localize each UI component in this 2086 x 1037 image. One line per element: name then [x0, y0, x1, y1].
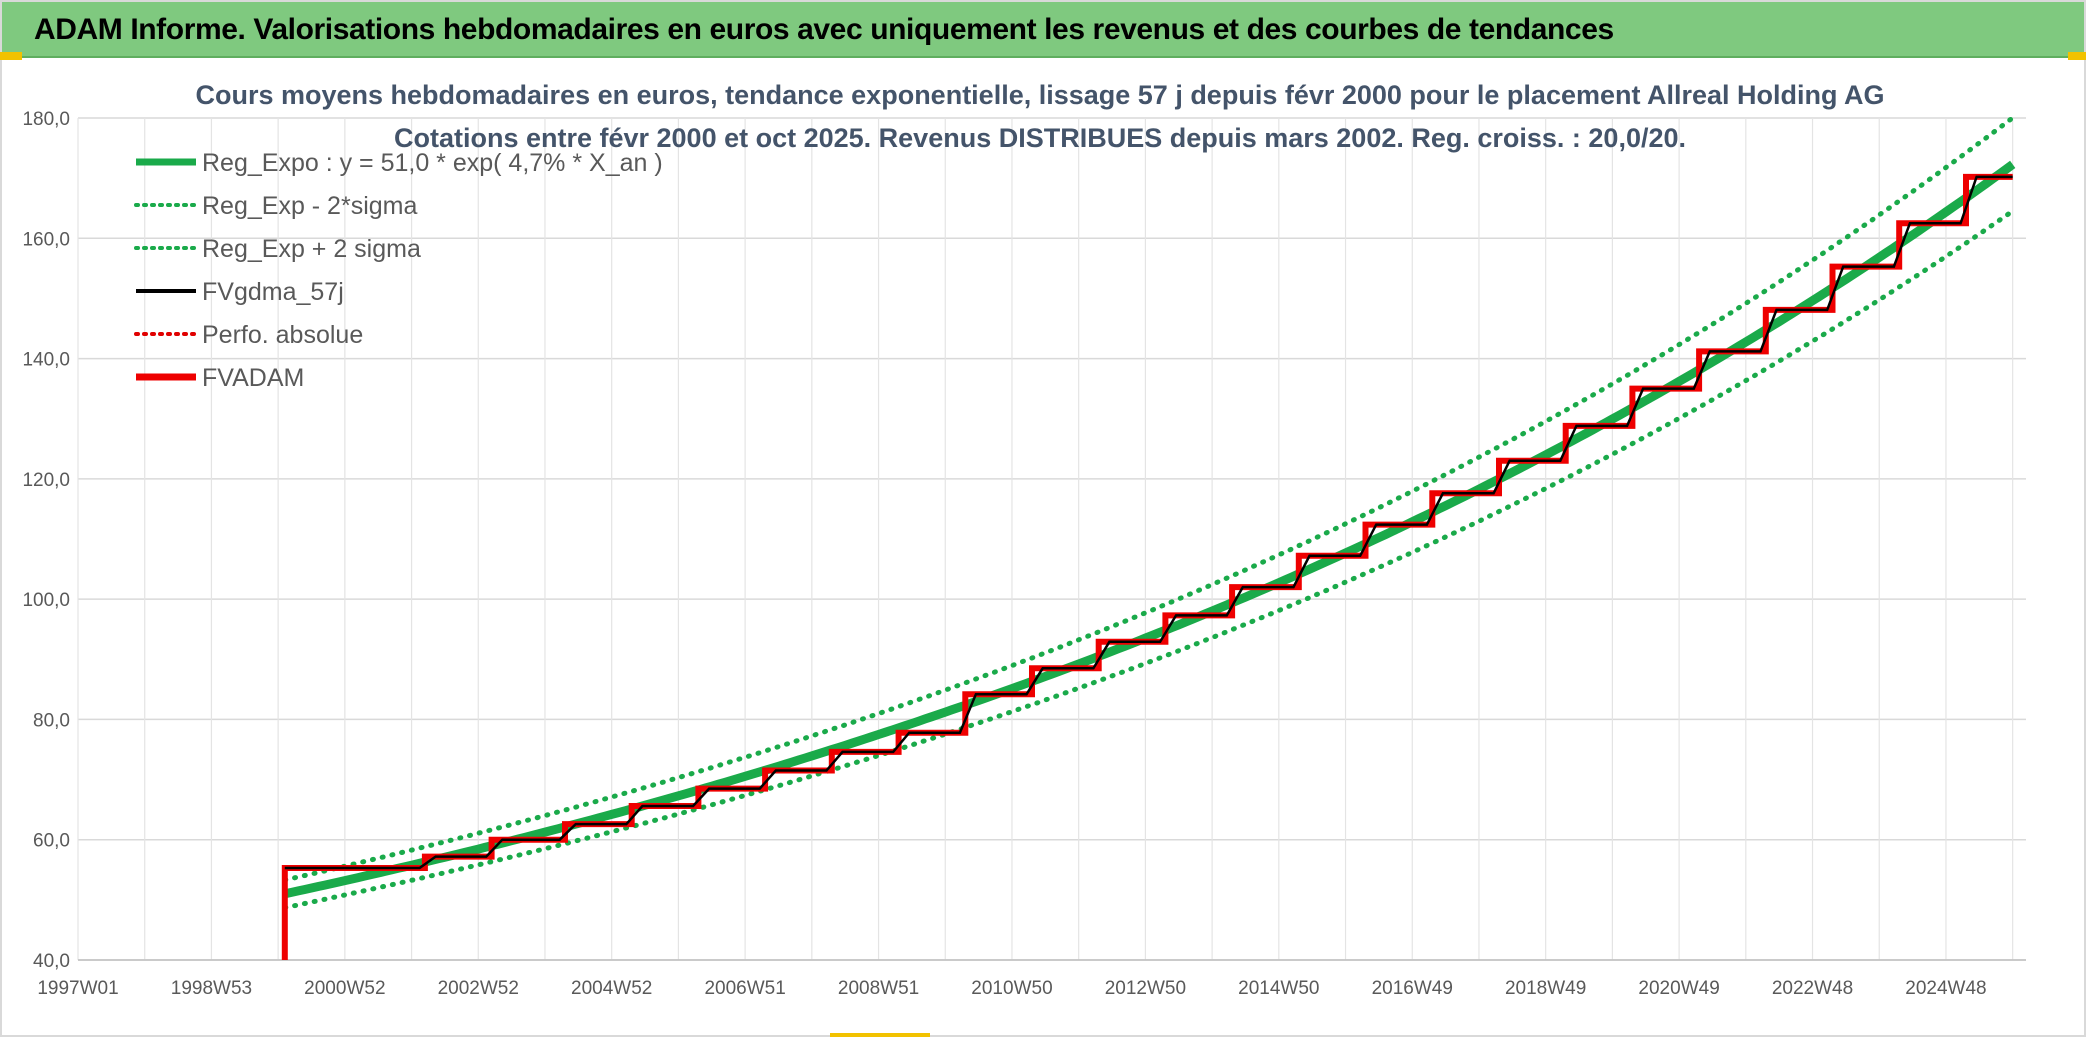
x-tick-label: 2012W50 — [1105, 978, 1186, 999]
legend-label-reg_plus: Reg_Exp + 2 sigma — [202, 235, 421, 263]
x-tick-label: 2008W51 — [838, 978, 919, 999]
x-tick-label: 1997W01 — [37, 978, 118, 999]
chart-title: Cours moyens hebdomadaires en euros, ten… — [195, 80, 1884, 110]
legend-label-reg_expo: Reg_Expo : y = 51,0 * exp( 4,7% * X_an ) — [202, 149, 663, 177]
x-tick-label: 2006W51 — [704, 978, 785, 999]
chart-subtitle: Cotations entre févr 2000 et oct 2025. R… — [394, 123, 1686, 153]
page-title: ADAM Informe. Valorisations hebdomadaire… — [34, 13, 1614, 46]
y-tick-label: 120,0 — [22, 470, 70, 491]
reg-expo-line — [283, 160, 2016, 899]
x-tick-label: 1998W53 — [171, 978, 252, 999]
reg-plus-2sigma-line — [282, 115, 2016, 883]
y-tick-label: 180,0 — [22, 109, 70, 130]
legend-label-fvgdma: FVgdma_57j — [202, 278, 344, 306]
y-axis-ticks: 40,0 60,0 80,0 100,0 120,0 140,0 160,0 180,0 — [22, 109, 70, 972]
legend: Reg_Expo : y = 51,0 * exp( 4,7% * X_an )… — [134, 149, 663, 392]
series-lines — [281, 115, 2016, 960]
y-tick-label: 160,0 — [22, 229, 70, 250]
legend-label-perfo: Perfo. absolue — [202, 321, 363, 349]
y-tick-label: 140,0 — [22, 350, 70, 371]
chart: 40,0 60,0 80,0 100,0 120,0 140,0 160,0 180,0 19… — [22, 80, 2026, 999]
corner-marker-right — [2068, 52, 2086, 60]
x-tick-label: 2000W52 — [304, 978, 385, 999]
header-band: ADAM Informe. Valorisations hebdomadaire… — [2, 2, 2084, 58]
y-tick-label: 60,0 — [33, 831, 70, 852]
x-tick-label: 2014W50 — [1238, 978, 1319, 999]
legend-label-reg_minus: Reg_Exp - 2*sigma — [202, 192, 417, 220]
y-tick-label: 80,0 — [33, 710, 70, 731]
reg-minus-2sigma-line — [282, 208, 2016, 911]
y-tick-label: 40,0 — [33, 951, 70, 972]
x-tick-label: 2024W48 — [1905, 978, 1986, 999]
x-tick-label: 2016W49 — [1372, 978, 1453, 999]
corner-marker-bottom — [830, 1033, 930, 1037]
x-axis-ticks: 1997W01 1998W53 2000W52 2002W52 2004W52 2006W… — [37, 978, 1986, 999]
x-tick-label: 2022W48 — [1772, 978, 1853, 999]
corner-marker-left — [0, 52, 22, 60]
x-tick-label: 2002W52 — [438, 978, 519, 999]
x-tick-label: 2010W50 — [971, 978, 1052, 999]
x-tick-label: 2004W52 — [571, 978, 652, 999]
x-tick-label: 2018W49 — [1505, 978, 1586, 999]
y-tick-label: 100,0 — [22, 590, 70, 611]
chart-titles: Cours moyens hebdomadaires en euros, ten… — [195, 80, 1884, 153]
fvgdma-57j-line — [284, 175, 2013, 870]
fvadam-line — [281, 173, 2013, 960]
x-tick-label: 2020W49 — [1638, 978, 1719, 999]
legend-label-fvadam: FVADAM — [202, 364, 304, 392]
